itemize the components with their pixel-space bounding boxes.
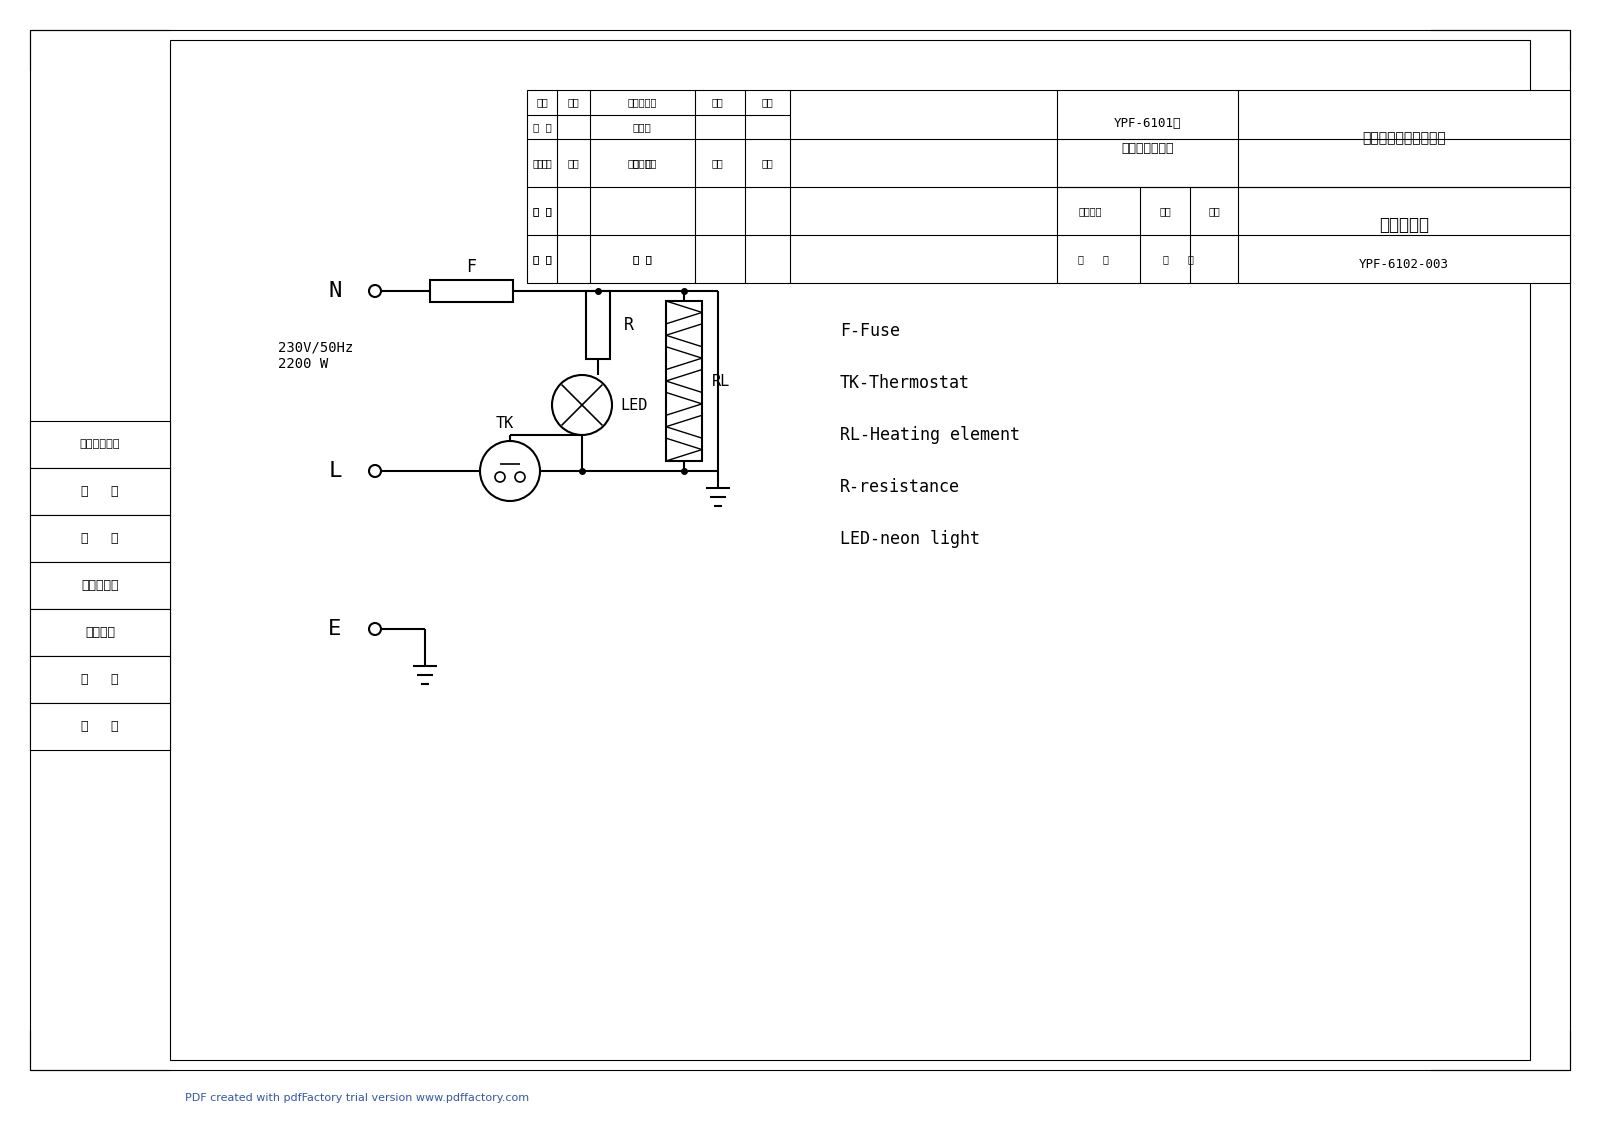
Text: 标准化: 标准化: [632, 122, 651, 131]
Text: RL: RL: [712, 373, 730, 389]
Bar: [30, 468, 170, 515]
Text: 日 期: 日 期: [632, 254, 651, 264]
Text: 更改文件号: 更改文件号: [627, 158, 656, 169]
Text: 更改文件号: 更改文件号: [627, 97, 656, 107]
Text: 处数: 处数: [566, 158, 579, 169]
Text: 中国华裕集团有限公司: 中国华裕集团有限公司: [1362, 131, 1446, 146]
Text: F-Fuse: F-Fuse: [840, 322, 899, 340]
Text: 重量: 重量: [1158, 206, 1171, 216]
Text: 共: 共: [1077, 254, 1083, 264]
Bar: [526, 90, 1570, 283]
Text: 审 核: 审 核: [533, 206, 552, 216]
Bar: [430, 280, 514, 302]
Text: 审 核: 审 核: [533, 206, 552, 216]
Text: 工 艺: 工 艺: [533, 254, 552, 264]
Text: 比例: 比例: [1208, 206, 1219, 216]
Bar: [30, 656, 170, 703]
Text: 签   字: 签 字: [82, 673, 118, 687]
Text: R-resistance: R-resistance: [840, 478, 960, 497]
Text: PDF created with pdfFactory trial version www.pdffactory.com: PDF created with pdfFactory trial versio…: [186, 1093, 530, 1103]
Text: 处数: 处数: [566, 97, 579, 107]
Text: TK-Thermostat: TK-Thermostat: [840, 374, 970, 392]
Text: 旧底图总号: 旧底图总号: [82, 579, 118, 592]
Text: 页: 页: [1187, 254, 1194, 264]
Text: E: E: [328, 619, 342, 639]
Text: 蒸气喷雾电熨斗: 蒸气喷雾电熨斗: [1122, 143, 1174, 155]
Text: 日   期: 日 期: [82, 720, 118, 733]
Text: YPF-6102-003: YPF-6102-003: [1358, 259, 1450, 271]
Text: 页: 页: [1102, 254, 1107, 264]
Text: 签字: 签字: [710, 158, 723, 169]
Text: 工 艺: 工 艺: [533, 254, 552, 264]
Bar: [666, 301, 702, 461]
Text: R: R: [624, 316, 634, 334]
Text: 标记: 标记: [536, 97, 547, 107]
Text: TK: TK: [496, 415, 514, 431]
Bar: [30, 515, 170, 562]
Text: 日期: 日期: [762, 97, 773, 107]
Text: 审 定: 审 定: [632, 158, 651, 169]
Bar: [30, 703, 170, 750]
Text: RL-Heating element: RL-Heating element: [840, 426, 1021, 444]
Text: LED-neon light: LED-neon light: [840, 530, 979, 549]
Text: 设 计: 设 计: [533, 122, 552, 131]
Text: N: N: [328, 280, 342, 301]
Text: 描   图: 描 图: [82, 485, 118, 498]
Text: L: L: [328, 461, 342, 481]
Bar: [30, 608, 170, 656]
Text: 校 对: 校 对: [533, 158, 552, 169]
Text: 标记: 标记: [536, 158, 547, 169]
Text: 图样标记: 图样标记: [1078, 206, 1102, 216]
Text: 签字: 签字: [710, 97, 723, 107]
Bar: [586, 291, 610, 359]
Text: 230V/50Hz
2200 W: 230V/50Hz 2200 W: [278, 340, 354, 371]
Text: LED: LED: [621, 397, 648, 413]
Text: F: F: [467, 258, 477, 276]
Bar: [30, 421, 170, 468]
Text: 描   校: 描 校: [82, 532, 118, 545]
Bar: [30, 562, 170, 608]
Text: 借通用件登记: 借通用件登记: [80, 440, 120, 449]
Bar: [170, 40, 1530, 1060]
Text: 第: 第: [1162, 254, 1168, 264]
Text: 电器原理图: 电器原理图: [1379, 216, 1429, 234]
Text: 底图总号: 底图总号: [85, 625, 115, 639]
Text: 日期: 日期: [762, 158, 773, 169]
Text: 日 期: 日 期: [632, 254, 651, 264]
Text: YPF-6101型: YPF-6101型: [1114, 116, 1181, 130]
